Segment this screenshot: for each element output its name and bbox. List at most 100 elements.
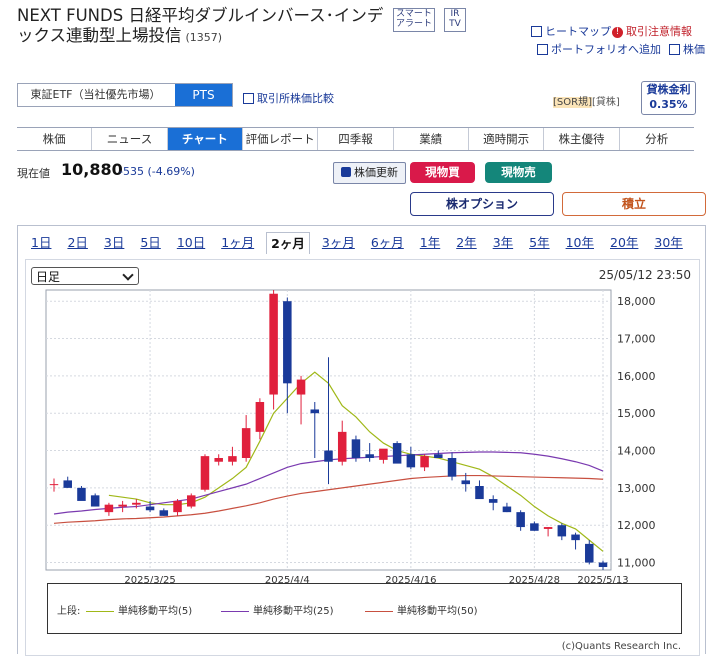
candle xyxy=(77,487,86,501)
lending-tag: [貸株] xyxy=(591,97,620,108)
range-tabs: 1日 2日 3日 5日 10日 1ヶ月 2ヶ月 3ヶ月 6ヶ月 1年 2年 3年 5年 10年 20年 30年 xyxy=(27,232,697,254)
candle xyxy=(502,506,512,513)
chart-timestamp: 25/05/12 23:50 xyxy=(598,268,691,282)
nav-tab[interactable]: 業績 xyxy=(392,128,468,150)
range-tab[interactable]: 2日 xyxy=(67,235,88,250)
nav-tab[interactable]: 分析 xyxy=(618,128,694,150)
range-tab[interactable]: 20年 xyxy=(610,235,639,250)
range-tab[interactable]: 5日 xyxy=(140,235,161,250)
heatmap-link[interactable]: ヒートマップ xyxy=(531,23,611,39)
stock-price-link[interactable]: 株価 xyxy=(669,41,705,57)
legend-item-ma25: 単純移動平均(25) xyxy=(221,602,334,617)
ir-tv-label: IR TV xyxy=(449,9,461,29)
range-tab[interactable]: 30年 xyxy=(654,235,683,250)
cash-sell-button[interactable]: 現物売 xyxy=(485,162,552,183)
y-tick-label: 18,000 xyxy=(617,295,656,308)
candle xyxy=(475,486,484,500)
nav-tab[interactable]: 四季報 xyxy=(317,128,392,150)
smart-alert-badge[interactable]: スマート アラート xyxy=(393,8,435,32)
range-tab[interactable]: 2年 xyxy=(456,235,477,250)
legend-label-ma25: 単純移動平均(25) xyxy=(253,606,334,617)
nav-tab[interactable]: ニュース xyxy=(91,128,166,150)
refresh-icon xyxy=(341,167,351,177)
range-tab[interactable]: 1年 xyxy=(419,235,441,250)
nav-tab[interactable]: 適時開示 xyxy=(467,128,543,150)
add-portfolio-label: ポートフォリオへ追加 xyxy=(551,43,661,56)
stock-price-label: 株価 xyxy=(683,43,705,56)
candle xyxy=(598,562,608,568)
candle xyxy=(420,456,429,468)
add-portfolio-link[interactable]: ポートフォリオへ追加 xyxy=(537,41,661,57)
x-tick-label: 2025/4/4 xyxy=(265,575,310,586)
range-tab[interactable]: 10年 xyxy=(565,235,594,250)
chart-area: 11,000 12,000 13,000 14,000 15,000 16,000 17,0… xyxy=(25,259,700,656)
trading-alert-link[interactable]: ! 取引注意情報 xyxy=(612,23,692,39)
y-tick-label: 13,000 xyxy=(617,482,656,495)
portfolio-icon xyxy=(537,43,548,55)
range-tab[interactable]: 2ヶ月 xyxy=(266,232,310,254)
candle xyxy=(488,499,498,503)
current-price: 10,880 xyxy=(61,160,123,179)
stock-option-button[interactable]: 株オプション xyxy=(410,192,554,216)
tab-tse-etf[interactable]: 東証ETF（当社優先市場） xyxy=(18,84,173,106)
lending-rate-box[interactable]: 貸株金利 0.35% xyxy=(641,81,696,115)
range-tab[interactable]: 10日 xyxy=(176,235,206,250)
candle xyxy=(173,500,182,513)
chart-panel: 1日 2日 3日 5日 10日 1ヶ月 2ヶ月 3ヶ月 6ヶ月 1年 2年 3年 5年 10年 20年 30年… xyxy=(17,225,706,656)
candle xyxy=(228,456,237,462)
candle xyxy=(461,480,471,485)
period-select-value: 日足 xyxy=(36,270,61,284)
candle xyxy=(337,431,347,462)
candle xyxy=(296,379,306,395)
window-icon xyxy=(669,43,680,55)
range-tab[interactable]: 3ヶ月 xyxy=(321,235,355,250)
sor-tag: [SOR規][貸株] xyxy=(553,93,620,108)
candle xyxy=(447,458,457,477)
legend-item-ma5: 単純移動平均(5) xyxy=(86,602,192,617)
chevron-down-icon xyxy=(122,269,134,281)
data-credit: (c)Quants Research Inc. xyxy=(561,641,681,652)
x-tick-label: 2025/4/16 xyxy=(385,575,436,586)
legend-prefix: 上段: xyxy=(57,606,81,617)
period-select[interactable]: 日足 xyxy=(31,267,139,285)
range-tab[interactable]: 6ヶ月 xyxy=(370,235,404,250)
nav-tab[interactable]: 評価レポート xyxy=(241,128,317,150)
candle xyxy=(63,480,72,488)
candle xyxy=(186,495,196,507)
y-tick-label: 12,000 xyxy=(617,519,656,532)
nav-tab[interactable]: 株主優待 xyxy=(543,128,618,150)
candle xyxy=(159,510,169,516)
candle xyxy=(379,448,388,460)
candle xyxy=(145,506,155,511)
range-tab[interactable]: 1日 xyxy=(31,235,52,250)
nav-tab[interactable]: チャート xyxy=(166,128,242,150)
nav-tab[interactable]: 株価 xyxy=(42,132,66,146)
y-tick-label: 16,000 xyxy=(617,370,656,383)
range-tab[interactable]: 3年 xyxy=(492,235,514,250)
exchange-compare-label: 取引所株価比較 xyxy=(257,92,334,105)
range-tab[interactable]: 1ヶ月 xyxy=(221,235,255,250)
candle xyxy=(434,454,443,458)
candle xyxy=(104,504,114,513)
exchange-compare-link[interactable]: 取引所株価比較 xyxy=(243,90,334,106)
cash-buy-button[interactable]: 現物買 xyxy=(410,162,475,183)
tab-pts[interactable]: PTS xyxy=(175,84,232,106)
legend-line-ma5 xyxy=(86,610,114,612)
candle xyxy=(324,450,333,462)
candle xyxy=(351,439,361,458)
candle xyxy=(392,443,402,464)
legend-item-ma50: 単純移動平均(50) xyxy=(365,602,478,617)
price-label: 現在値 xyxy=(17,167,50,180)
refresh-price-button[interactable]: 株価更新 xyxy=(333,162,406,184)
ir-tv-badge[interactable]: IR TV xyxy=(444,8,466,32)
range-tab[interactable]: 5年 xyxy=(529,235,550,250)
accumulation-button[interactable]: 積立 xyxy=(562,192,706,216)
range-tab[interactable]: 3日 xyxy=(103,235,125,250)
lending-rate-value: 0.35% xyxy=(649,98,688,111)
x-tick-label: 2025/4/28 xyxy=(509,575,560,586)
candlestick-chart: 11,000 12,000 13,000 14,000 15,000 16,000 17,0… xyxy=(45,289,656,586)
x-tick-label: 2025/5/13 xyxy=(577,575,628,586)
sor-label: [SOR規] xyxy=(553,97,592,108)
candle xyxy=(557,525,567,537)
candle xyxy=(49,484,59,486)
